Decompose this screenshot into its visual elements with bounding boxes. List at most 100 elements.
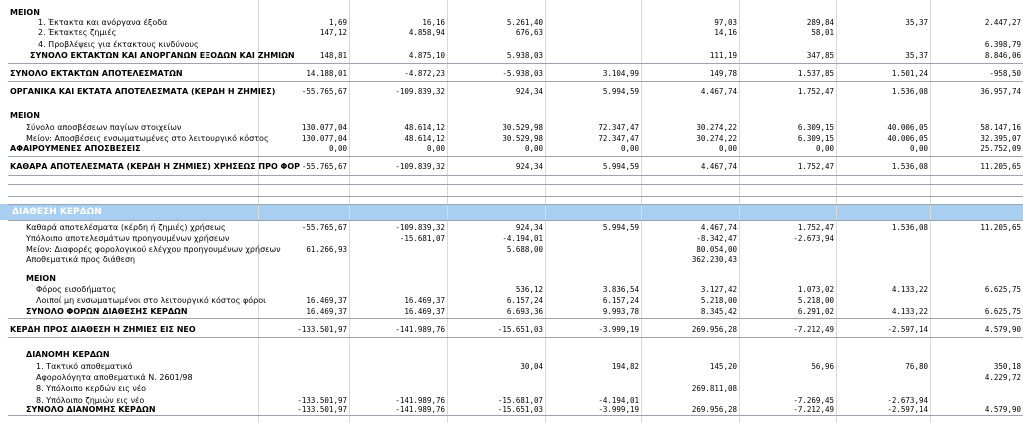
cell-value[interactable]: 0,00 — [524, 144, 543, 153]
cell-value[interactable]: 3.836,54 — [602, 285, 639, 294]
cell-value[interactable]: 2.447,27 — [984, 18, 1021, 27]
cell-value[interactable]: 16.469,37 — [306, 307, 347, 316]
cell-value[interactable]: 1.536,08 — [891, 162, 928, 171]
cell-value[interactable]: -109.839,32 — [395, 87, 445, 96]
cell-value[interactable]: -4.194,01 — [598, 396, 639, 405]
cell-value[interactable]: 130.077,04 — [301, 134, 347, 143]
cell-value[interactable]: 362.230,43 — [691, 255, 737, 264]
cell-value[interactable]: -109.839,32 — [395, 223, 445, 232]
cell-value[interactable]: 4.133,22 — [891, 307, 928, 316]
cell-value[interactable]: -15.651,03 — [497, 405, 543, 414]
cell-value[interactable]: 58,01 — [811, 28, 834, 37]
cell-value[interactable]: -133.501,97 — [297, 396, 347, 405]
cell-value[interactable]: 35,37 — [905, 51, 928, 60]
cell-value[interactable]: 0,00 — [328, 144, 347, 153]
cell-value[interactable]: -55.765,67 — [301, 162, 347, 171]
cell-value[interactable]: 5.688,00 — [506, 245, 543, 254]
cell-value[interactable]: -7.212,49 — [793, 325, 834, 334]
cell-value[interactable]: -109.839,32 — [395, 162, 445, 171]
cell-value[interactable]: 6.309,15 — [797, 134, 834, 143]
cell-value[interactable]: 1.073,02 — [797, 285, 834, 294]
cell-value[interactable]: 6.309,15 — [797, 123, 834, 132]
cell-value[interactable]: 16.469,37 — [404, 296, 445, 305]
cell-value[interactable]: 32.395,07 — [980, 134, 1021, 143]
cell-value[interactable]: -7.269,45 — [793, 396, 834, 405]
cell-value[interactable]: -141.989,76 — [395, 325, 445, 334]
cell-value[interactable]: 5.938,03 — [506, 51, 543, 60]
cell-value[interactable]: 6.625,75 — [984, 307, 1021, 316]
cell-value[interactable]: 72.347,47 — [598, 123, 639, 132]
cell-value[interactable]: 0,00 — [909, 144, 928, 153]
cell-value[interactable]: 48.614,12 — [404, 134, 445, 143]
cell-value[interactable]: 9.993,78 — [602, 307, 639, 316]
cell-value[interactable]: 14.188,01 — [306, 69, 347, 78]
cell-value[interactable]: 924,34 — [515, 162, 543, 171]
cell-value[interactable]: 11.205,65 — [980, 162, 1021, 171]
cell-value[interactable]: 6.157,24 — [602, 296, 639, 305]
cell-value[interactable]: 149,78 — [709, 69, 737, 78]
cell-value[interactable]: 269.811,08 — [691, 384, 737, 393]
cell-value[interactable]: 1.752,47 — [797, 223, 834, 232]
cell-value[interactable]: 536,12 — [515, 285, 543, 294]
cell-value[interactable]: 6.693,36 — [506, 307, 543, 316]
cell-value[interactable]: -8.342,47 — [696, 234, 737, 243]
cell-value[interactable]: 16,16 — [422, 18, 445, 27]
cell-value[interactable]: -133.501,97 — [297, 405, 347, 414]
cell-value[interactable]: 5.218,00 — [797, 296, 834, 305]
cell-value[interactable]: 111,19 — [709, 51, 737, 60]
cell-value[interactable]: -141.989,76 — [395, 396, 445, 405]
cell-value[interactable]: -4.194,01 — [502, 234, 543, 243]
cell-value[interactable]: 194,82 — [611, 362, 639, 371]
cell-value[interactable]: 147,12 — [319, 28, 347, 37]
cell-value[interactable]: 4.229,72 — [984, 373, 1021, 382]
cell-value[interactable]: 40.006,05 — [887, 123, 928, 132]
cell-value[interactable]: -55.765,67 — [301, 87, 347, 96]
cell-value[interactable]: 72.347,47 — [598, 134, 639, 143]
cell-value[interactable]: -15.681,07 — [399, 234, 445, 243]
cell-value[interactable]: 25.752,09 — [980, 144, 1021, 153]
cell-value[interactable]: 5.994,59 — [602, 162, 639, 171]
cell-value[interactable]: 61.266,93 — [306, 245, 347, 254]
cell-value[interactable]: 8.345,42 — [700, 307, 737, 316]
cell-value[interactable]: 350,18 — [993, 362, 1021, 371]
cell-value[interactable]: -4.872,23 — [404, 69, 445, 78]
cell-value[interactable]: -7.212,49 — [793, 405, 834, 414]
cell-value[interactable]: 1.536,08 — [891, 223, 928, 232]
cell-value[interactable]: 4.579,90 — [984, 325, 1021, 334]
cell-value[interactable]: -133.501,97 — [297, 325, 347, 334]
cell-value[interactable]: -3.999,19 — [598, 325, 639, 334]
cell-value[interactable]: 1,69 — [328, 18, 347, 27]
cell-value[interactable]: -2.673,94 — [887, 396, 928, 405]
cell-value[interactable]: 6.157,24 — [506, 296, 543, 305]
cell-value[interactable]: 5.261,40 — [506, 18, 543, 27]
cell-value[interactable]: 4.467,74 — [700, 223, 737, 232]
cell-value[interactable]: 1.752,47 — [797, 87, 834, 96]
cell-value[interactable]: 0,00 — [426, 144, 445, 153]
cell-value[interactable]: 6.398,79 — [984, 40, 1021, 49]
cell-value[interactable]: 4.133,22 — [891, 285, 928, 294]
cell-value[interactable]: 35,37 — [905, 18, 928, 27]
cell-value[interactable]: 269.956,28 — [691, 325, 737, 334]
cell-value[interactable]: 1.537,85 — [797, 69, 834, 78]
cell-value[interactable]: 0,00 — [620, 144, 639, 153]
cell-value[interactable]: 16.469,37 — [306, 296, 347, 305]
cell-value[interactable]: 6.291,02 — [797, 307, 834, 316]
cell-value[interactable]: -15.681,07 — [497, 396, 543, 405]
cell-value[interactable]: 5.218,00 — [700, 296, 737, 305]
cell-value[interactable]: -55.765,67 — [301, 223, 347, 232]
cell-value[interactable]: 11.205,65 — [980, 223, 1021, 232]
cell-value[interactable]: 30.529,98 — [502, 134, 543, 143]
cell-value[interactable]: 1.752,47 — [797, 162, 834, 171]
cell-value[interactable]: 80.054,00 — [696, 245, 737, 254]
cell-value[interactable]: 4.858,94 — [408, 28, 445, 37]
cell-value[interactable]: 48.614,12 — [404, 123, 445, 132]
cell-value[interactable]: 40.006,05 — [887, 134, 928, 143]
cell-value[interactable]: 4.875,10 — [408, 51, 445, 60]
cell-value[interactable]: -15.651,03 — [497, 325, 543, 334]
cell-value[interactable]: 30,04 — [520, 362, 543, 371]
cell-value[interactable]: 4.467,74 — [700, 162, 737, 171]
cell-value[interactable]: -2.597,14 — [887, 325, 928, 334]
cell-value[interactable]: 924,34 — [515, 87, 543, 96]
cell-value[interactable]: 148,81 — [319, 51, 347, 60]
cell-value[interactable]: 269.956,28 — [691, 405, 737, 414]
